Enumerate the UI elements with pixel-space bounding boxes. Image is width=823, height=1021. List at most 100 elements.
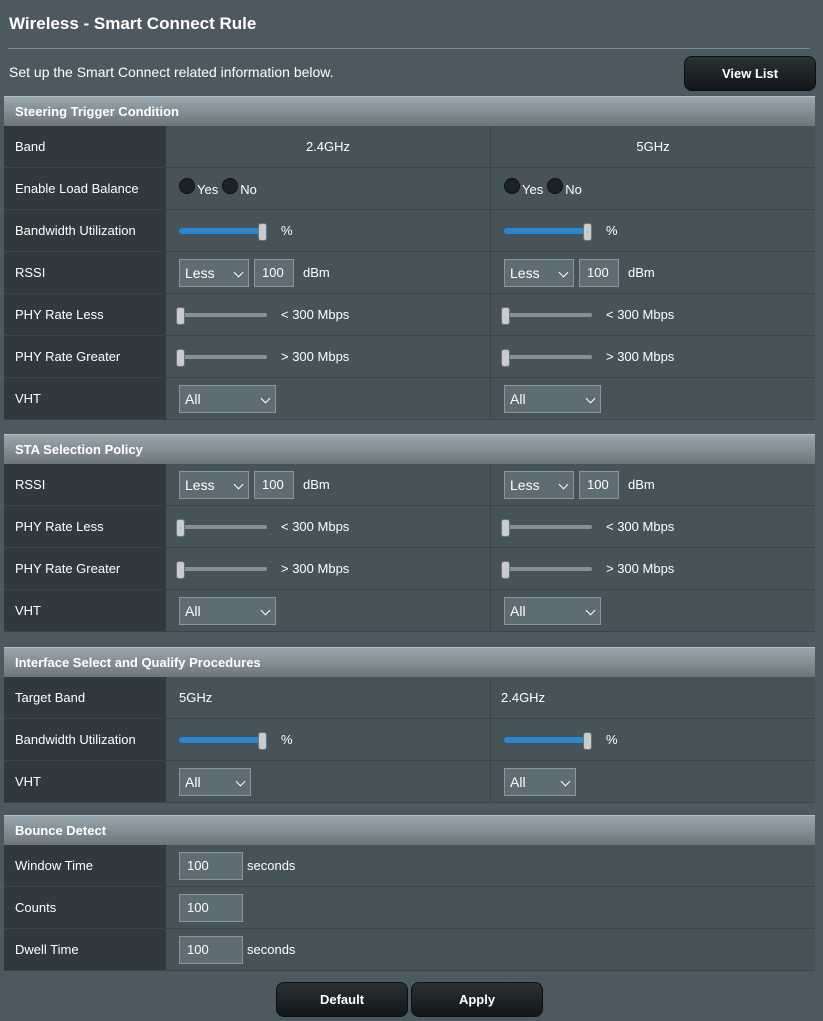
- row-label: Bandwidth Utilization: [4, 210, 166, 251]
- slider-thumb[interactable]: [583, 222, 592, 241]
- phy-greater-a: > 300 Mbps: [166, 336, 491, 377]
- phy-greater-row: PHY Rate Greater > 300 Mbps > 300 Mbps: [4, 336, 815, 378]
- select-value: All: [510, 773, 526, 790]
- radio-circle[interactable]: [222, 177, 239, 194]
- slider-thumb[interactable]: [176, 306, 185, 325]
- row-label: Band: [4, 126, 166, 167]
- rssi-value-input[interactable]: 100: [579, 470, 619, 499]
- phy-less-row: PHY Rate Less < 300 Mbps < 300 Mbps: [4, 294, 815, 336]
- rssi-row: RSSI Less 100 dBm Less 100 dBm: [4, 464, 815, 506]
- rssi-value-input[interactable]: 100: [254, 258, 294, 287]
- load-balance-b: Yes No: [491, 168, 815, 209]
- chevron-down-icon: [560, 776, 571, 786]
- slider-fill: [504, 736, 587, 743]
- slider-thumb[interactable]: [501, 348, 510, 367]
- rssi-operator-select[interactable]: Less: [179, 258, 249, 287]
- bandwidth-slider-a[interactable]: [179, 222, 267, 241]
- select-value: Less: [185, 476, 215, 493]
- target-band-a: 5GHz: [166, 677, 491, 718]
- rssi-operator-select[interactable]: Less: [504, 258, 574, 287]
- default-button[interactable]: Default: [276, 982, 408, 1017]
- slider-thumb[interactable]: [583, 731, 592, 750]
- phy-greater-slider-b[interactable]: [501, 560, 592, 579]
- vht-select[interactable]: All: [504, 384, 601, 413]
- bandwidth-slider-b[interactable]: [504, 222, 592, 241]
- interface-select-section: Interface Select and Qualify Procedures …: [4, 647, 815, 803]
- vht-select[interactable]: All: [179, 384, 276, 413]
- radio-circle[interactable]: [504, 177, 520, 194]
- bandwidth-slider-b[interactable]: [504, 731, 592, 750]
- counts-input[interactable]: 100: [179, 893, 243, 922]
- vht-select[interactable]: All: [504, 767, 576, 796]
- radio-yes-a[interactable]: Yes: [179, 177, 219, 198]
- window-time-cell: 100 seconds: [166, 845, 815, 886]
- vht-row: VHT All All: [4, 590, 815, 632]
- radio-no-b[interactable]: No: [547, 177, 582, 198]
- phy-rate-text: < 300 Mbps: [281, 307, 350, 322]
- slider-thumb[interactable]: [176, 348, 185, 367]
- vht-select[interactable]: All: [504, 596, 601, 625]
- slider-thumb[interactable]: [501, 518, 510, 537]
- seconds-unit: seconds: [247, 858, 296, 873]
- slider-track: [179, 312, 267, 317]
- phy-less-slider-a[interactable]: [176, 518, 267, 537]
- rssi-value-input[interactable]: 100: [579, 258, 619, 287]
- slider-thumb[interactable]: [176, 560, 185, 579]
- row-label: VHT: [4, 590, 166, 631]
- select-value: Less: [510, 476, 540, 493]
- slider-thumb[interactable]: [258, 222, 267, 241]
- phy-less-slider-a[interactable]: [176, 306, 267, 325]
- select-value: All: [185, 773, 201, 790]
- window-time-row: Window Time 100 seconds: [4, 845, 815, 887]
- rssi-a: Less 100 dBm: [166, 252, 491, 293]
- phy-greater-row: PHY Rate Greater > 300 Mbps > 300 Mbps: [4, 548, 815, 590]
- rssi-operator-select[interactable]: Less: [179, 470, 249, 499]
- phy-less-b: < 300 Mbps: [491, 506, 815, 547]
- row-label: PHY Rate Less: [4, 506, 166, 547]
- slider-track: [504, 566, 592, 571]
- bandwidth-slider-a[interactable]: [179, 731, 267, 750]
- slider-thumb[interactable]: [501, 560, 510, 579]
- radio-circle[interactable]: [547, 177, 564, 194]
- section-header: Interface Select and Qualify Procedures: [4, 647, 815, 677]
- phy-greater-slider-b[interactable]: [501, 348, 592, 367]
- vht-b: All: [491, 378, 815, 419]
- radio-circle[interactable]: [179, 177, 195, 194]
- phy-greater-slider-a[interactable]: [176, 560, 267, 579]
- radio-no-a[interactable]: No: [222, 177, 257, 198]
- phy-less-slider-b[interactable]: [501, 306, 592, 325]
- slider-thumb[interactable]: [176, 518, 185, 537]
- row-label: PHY Rate Greater: [4, 336, 166, 377]
- phy-greater-slider-a[interactable]: [176, 348, 267, 367]
- rssi-operator-select[interactable]: Less: [504, 470, 574, 499]
- chevron-down-icon: [585, 605, 596, 615]
- bandwidth-b: %: [491, 210, 815, 251]
- phy-rate-text: > 300 Mbps: [281, 349, 350, 364]
- vht-select[interactable]: All: [179, 596, 276, 625]
- view-list-button[interactable]: View List: [684, 56, 816, 91]
- radio-label: Yes: [197, 182, 219, 197]
- vht-select[interactable]: All: [179, 767, 251, 796]
- slider-thumb[interactable]: [501, 306, 510, 325]
- phy-rate-text: < 300 Mbps: [281, 519, 350, 534]
- slider-fill: [179, 736, 262, 743]
- slider-track: [504, 524, 592, 529]
- bandwidth-a: %: [166, 719, 491, 760]
- rssi-row: RSSI Less 100 dBm Less 100 dBm: [4, 252, 815, 294]
- rssi-value-input[interactable]: 100: [254, 470, 294, 499]
- select-value: All: [185, 390, 201, 407]
- steering-trigger-section: Steering Trigger Condition Band 2.4GHz 5…: [4, 96, 815, 420]
- phy-less-a: < 300 Mbps: [166, 294, 491, 335]
- phy-less-slider-b[interactable]: [501, 518, 592, 537]
- row-label: PHY Rate Greater: [4, 548, 166, 589]
- radio-yes-b[interactable]: Yes: [504, 177, 543, 198]
- row-label: VHT: [4, 761, 166, 802]
- slider-thumb[interactable]: [258, 731, 267, 750]
- chevron-down-icon: [235, 776, 246, 786]
- bounce-detect-section: Bounce Detect Window Time 100 seconds Co…: [4, 815, 815, 971]
- dwell-time-input[interactable]: 100: [179, 935, 243, 964]
- counts-cell: 100: [166, 887, 815, 928]
- row-label: Dwell Time: [4, 929, 166, 970]
- window-time-input[interactable]: 100: [179, 851, 243, 880]
- apply-button[interactable]: Apply: [411, 982, 543, 1017]
